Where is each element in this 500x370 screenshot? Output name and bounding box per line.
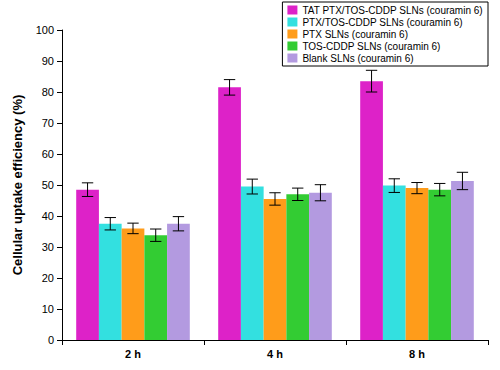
svg-text:90: 90 [42, 55, 54, 67]
svg-text:4 h: 4 h [267, 348, 283, 360]
svg-text:Cellular uptake efficiency (%): Cellular uptake efficiency (%) [10, 95, 25, 276]
svg-text:60: 60 [42, 148, 54, 160]
svg-text:10: 10 [42, 303, 54, 315]
svg-text:PTX SLNs (couramin 6): PTX SLNs (couramin 6) [302, 29, 408, 40]
svg-text:Blank SLNs (couramin 6): Blank SLNs (couramin 6) [302, 53, 413, 64]
svg-text:70: 70 [42, 117, 54, 129]
svg-text:8 h: 8 h [409, 348, 425, 360]
svg-text:100: 100 [36, 24, 54, 36]
svg-text:2 h: 2 h [125, 348, 141, 360]
svg-text:0: 0 [48, 334, 54, 346]
svg-text:PTX/TOS-CDDP SLNs (couramin 6): PTX/TOS-CDDP SLNs (couramin 6) [302, 17, 462, 28]
svg-text:40: 40 [42, 210, 54, 222]
svg-text:20: 20 [42, 272, 54, 284]
svg-text:30: 30 [42, 241, 54, 253]
svg-text:50: 50 [42, 179, 54, 191]
svg-text:80: 80 [42, 86, 54, 98]
svg-text:TAT PTX/TOS-CDDP SLNs (courami: TAT PTX/TOS-CDDP SLNs (couramin 6) [302, 5, 482, 16]
svg-text:TOS-CDDP SLNs (couramin 6): TOS-CDDP SLNs (couramin 6) [302, 41, 440, 52]
